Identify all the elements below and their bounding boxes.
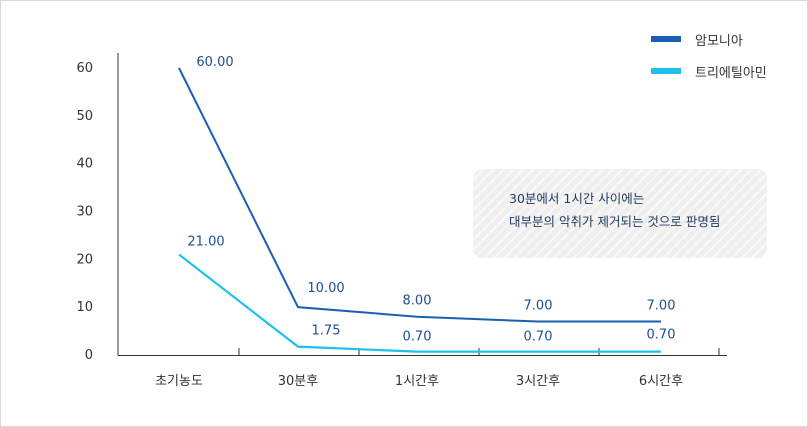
y-tick-label: 30 [76, 205, 93, 220]
series-line-1 [178, 253, 661, 353]
y-tick-label: 60 [76, 61, 93, 76]
x-tick-label: 1시간후 [395, 374, 439, 389]
legend-item-triethylamine: 트리에틸아민 [651, 61, 801, 81]
x-tick-label: 30분후 [278, 374, 319, 389]
data-label: 0.70 [524, 330, 553, 345]
x-tick-label: 초기농도 [155, 374, 203, 389]
annotation-line-1: 30분에서 1시간 사이에는 [509, 191, 645, 206]
legend: 암모니아 트리에틸아민 [651, 29, 801, 93]
data-label: 0.70 [403, 330, 432, 345]
y-tick-label: 10 [76, 300, 93, 315]
data-label: 7.00 [524, 299, 553, 314]
data-label: 7.00 [647, 299, 676, 314]
x-tick-label: 6시간후 [639, 374, 683, 389]
legend-item-ammonia: 암모니아 [651, 29, 801, 49]
legend-label-ammonia: 암모니아 [695, 33, 743, 49]
x-tick-label: 3시간후 [516, 374, 560, 389]
data-label: 60.00 [196, 55, 233, 70]
legend-swatch-triethylamine [651, 68, 681, 74]
annotation-line-2: 대부분의 악취가 제거되는 것으로 판명됨 [509, 214, 721, 229]
series-line-0 [178, 67, 661, 323]
data-label: 8.00 [403, 294, 432, 309]
y-tick-label: 20 [76, 252, 93, 267]
y-tick-label: 50 [76, 109, 93, 124]
data-label: 0.70 [647, 328, 676, 343]
y-tick-label: 0 [85, 348, 93, 363]
annotation-box: 30분에서 1시간 사이에는 대부분의 악취가 제거되는 것으로 판명됨 [473, 169, 767, 258]
legend-swatch-ammonia [651, 36, 681, 42]
y-tick-label: 40 [76, 157, 93, 172]
data-label: 21.00 [187, 235, 224, 250]
data-label: 1.75 [312, 324, 341, 339]
legend-label-triethylamine: 트리에틸아민 [695, 65, 767, 81]
data-label: 10.00 [307, 281, 344, 296]
